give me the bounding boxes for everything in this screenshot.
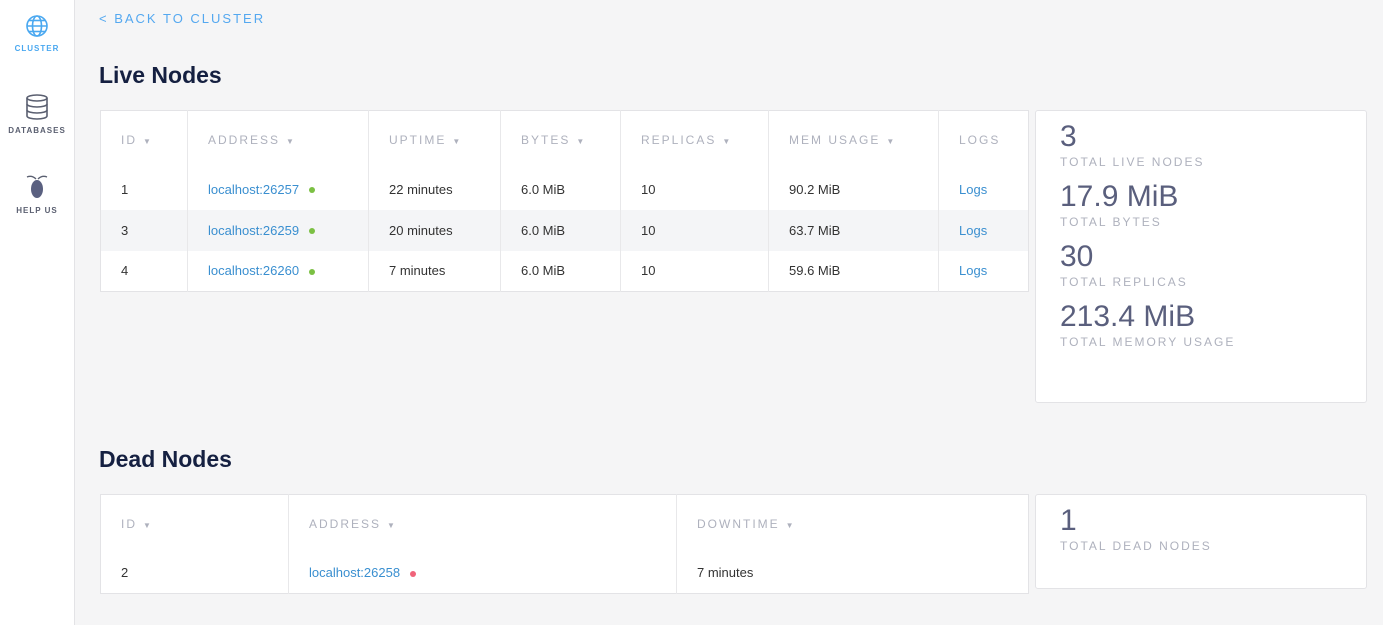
live-status-dot [309,228,316,235]
stat-dead-nodes: 1 TOTAL DEAD NODES [1060,504,1212,554]
dead-nodes-table: ID ▼ ADDRESS ▼ DOWNTIME ▼ 2 localhost:26258… [100,494,1029,594]
sidebar-item-databases[interactable]: DATABASES [0,94,74,135]
stat-live-nodes: 3 TOTAL LIVE NODES [1060,120,1205,170]
column-header-replicas[interactable]: REPLICAS ▼ [620,110,769,169]
sort-arrow-icon: ▼ [143,136,153,146]
node-address: localhost:26258 [288,552,677,594]
logs-link[interactable]: Logs [959,263,988,279]
node-id: 4 [100,250,188,292]
node-mem-usage: 90.2 MiB [768,168,939,210]
node-replicas: 10 [620,209,769,251]
live-nodes-title: Live Nodes [99,62,222,88]
stat-total-replicas: 30 TOTAL REPLICAS [1060,240,1188,290]
sort-arrow-icon: ▼ [452,136,463,146]
back-to-cluster-link[interactable]: < BACK TO CLUSTER [99,11,266,26]
sidebar-item-label: DATABASES [8,126,66,135]
dead-status-dot [410,570,417,577]
column-header-logs: LOGS [959,132,1001,147]
node-address-link[interactable]: localhost:26259 [208,222,300,238]
node-address-link[interactable]: localhost:26258 [309,565,401,581]
node-address: localhost:26257 [187,168,369,210]
node-uptime: 7 minutes [368,250,501,292]
sidebar-item-label: CLUSTER [14,44,60,53]
node-logs: Logs [939,169,1029,210]
live-status-dot [309,187,316,194]
node-address-link[interactable]: localhost:26260 [208,263,300,279]
node-address-link[interactable]: localhost:26257 [208,181,300,197]
stat-total-bytes: 17.9 MiB TOTAL BYTES [1060,180,1179,230]
column-header-bytes[interactable]: BYTES ▼ [500,110,621,169]
globe-icon [26,15,48,37]
sort-arrow-icon: ▼ [886,136,897,146]
sidebar: CLUSTER DATABASES HELP US [0,0,75,625]
table-row: 1 localhost:26257 22 minutes 6.0 MiB 10 … [100,168,1029,210]
column-header-address[interactable]: ADDRESS ▼ [288,494,677,553]
column-header-id[interactable]: ID ▼ [100,494,289,553]
sort-arrow-icon: ▼ [785,520,796,530]
table-row: 4 localhost:26260 7 minutes 6.0 MiB 10 5… [100,250,1029,292]
node-mem-usage: 63.7 MiB [768,209,939,251]
sort-arrow-icon: ▼ [722,136,733,146]
node-id: 2 [100,552,289,594]
dead-nodes-title: Dead Nodes [99,446,232,472]
column-header-uptime[interactable]: UPTIME ▼ [368,110,501,169]
column-header-id[interactable]: ID ▼ [100,110,188,169]
table-row: 3 localhost:26259 20 minutes 6.0 MiB 10 … [100,209,1029,251]
node-replicas: 10 [620,168,769,210]
node-id: 3 [100,209,188,251]
database-icon [26,94,48,120]
sidebar-item-help-us[interactable]: HELP US [0,174,74,215]
logs-link[interactable]: Logs [959,181,988,197]
column-header-address[interactable]: ADDRESS ▼ [187,110,369,169]
table-header: ID ▼ ADDRESS ▼ UPTIME ▼ BYTES ▼ REPLICAS ▼ ME… [100,110,1029,169]
node-logs: Logs [938,209,1029,251]
node-uptime: 22 minutes [368,168,501,210]
table-header: ID ▼ ADDRESS ▼ DOWNTIME ▼ [100,494,1029,553]
column-header-mem-usage[interactable]: MEM USAGE ▼ [768,110,939,169]
node-bytes: 6.0 MiB [500,250,621,292]
table-row: 2 localhost:26258 7 minutes [100,552,1029,594]
live-summary-card: 3 TOTAL LIVE NODES 17.9 MiB TOTAL BYTES 30… [1035,110,1367,403]
dead-summary-card: 1 TOTAL DEAD NODES [1035,494,1367,589]
node-replicas: 10 [620,250,769,292]
live-status-dot [309,268,316,275]
node-address: localhost:26260 [187,250,369,292]
logs-link[interactable]: Logs [959,222,988,238]
node-bytes: 6.0 MiB [500,209,621,251]
sort-arrow-icon: ▼ [143,520,153,530]
node-bytes: 6.0 MiB [500,168,621,210]
live-nodes-table: ID ▼ ADDRESS ▼ UPTIME ▼ BYTES ▼ REPLICAS ▼ ME… [100,110,1029,292]
node-logs: Logs [939,251,1029,292]
node-downtime: 7 minutes [697,565,754,581]
sort-arrow-icon: ▼ [387,520,397,530]
node-uptime: 20 minutes [368,209,501,251]
node-address: localhost:26259 [187,209,369,251]
node-mem-usage: 59.6 MiB [768,250,939,292]
stat-total-memory: 213.4 MiB TOTAL MEMORY USAGE [1060,300,1236,350]
bug-icon [26,175,48,198]
column-header-downtime[interactable]: DOWNTIME ▼ [697,516,796,531]
sort-arrow-icon: ▼ [286,136,296,146]
sort-arrow-icon: ▼ [576,136,587,146]
node-id: 1 [100,168,188,210]
sidebar-item-label: HELP US [16,206,58,215]
sidebar-item-cluster[interactable]: CLUSTER [0,14,74,53]
